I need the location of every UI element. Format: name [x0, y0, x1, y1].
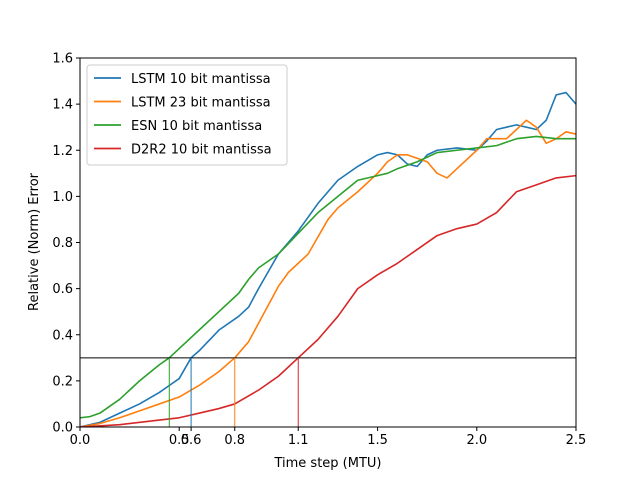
x-tick-label: 0.6 — [181, 433, 202, 448]
y-tick-label: 0.8 — [52, 236, 73, 251]
series-line-4 — [80, 174, 576, 427]
legend-box — [86, 64, 288, 166]
series-line-1 — [80, 91, 576, 427]
series-line-3 — [80, 135, 576, 419]
plot-area — [80, 91, 576, 427]
y-tick-label: 1.0 — [52, 190, 73, 205]
legend-label: LSTM 23 bit mantissa — [131, 96, 271, 111]
y-tick-label: 0.2 — [52, 374, 73, 389]
series-line-2 — [80, 119, 576, 427]
x-axis-label: Time step (MTU) — [273, 456, 381, 471]
y-tick-label: 1.2 — [52, 144, 73, 159]
y-tick-label: 0.4 — [52, 328, 73, 343]
legend: LSTM 10 bit mantissa LSTM 23 bit mantissa… — [86, 64, 288, 166]
x-tick-label: 2.5 — [566, 433, 587, 448]
x-tick-label: 0.5 — [169, 433, 190, 448]
y-axis-label: Relative (Norm) Error — [27, 172, 42, 311]
x-tick-label: 1.1 — [288, 433, 309, 448]
legend-label: ESN 10 bit mantissa — [131, 119, 262, 134]
y-tick-label: 1.6 — [52, 52, 73, 67]
x-tick-label: 0.8 — [224, 433, 245, 448]
x-tick-label: 0.0 — [70, 433, 91, 448]
y-tick-label: 1.4 — [52, 98, 73, 113]
legend-label: D2R2 10 bit mantissa — [131, 143, 272, 158]
y-tick-label: 0.0 — [52, 421, 73, 436]
legend-label: LSTM 10 bit mantissa — [131, 72, 271, 87]
x-tick-label: 1.5 — [367, 433, 388, 448]
x-tick-label: 2.0 — [466, 433, 487, 448]
y-tick-label: 0.6 — [52, 282, 73, 297]
axes: 0.0 0.50.6 0.8 1.1 1.5 2.0 2.50.00.20.40.60.81… — [52, 52, 586, 449]
